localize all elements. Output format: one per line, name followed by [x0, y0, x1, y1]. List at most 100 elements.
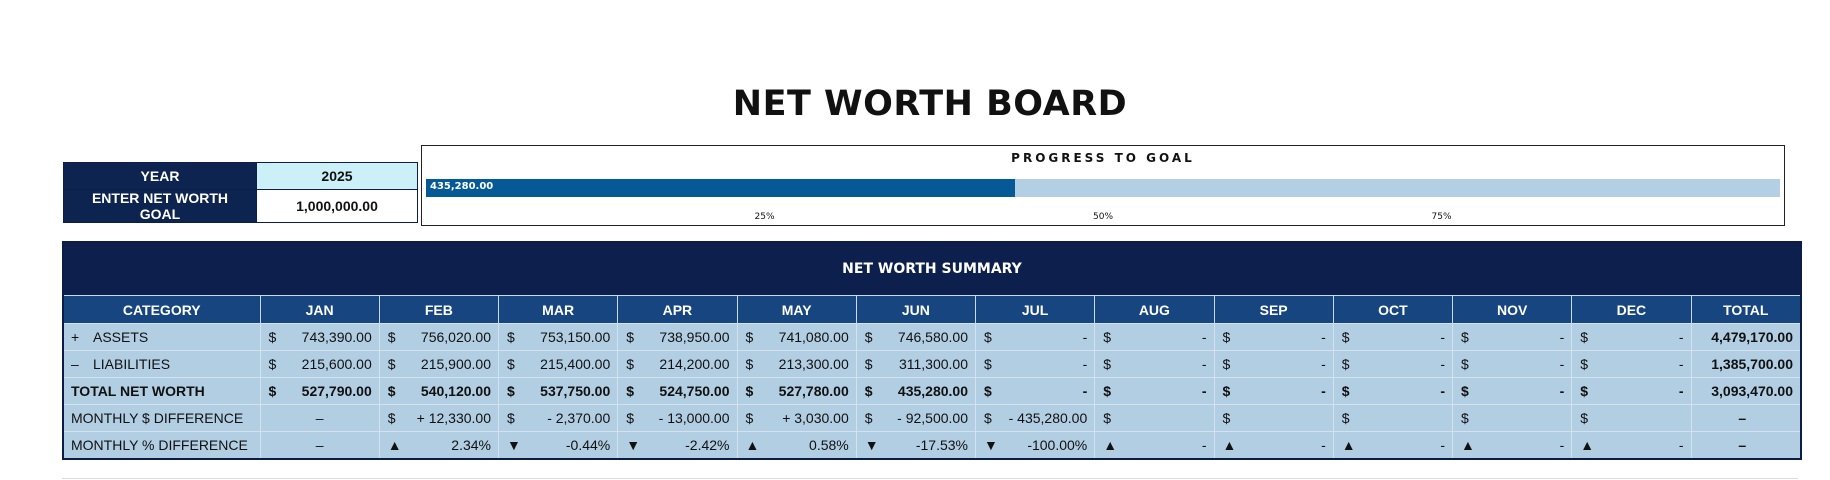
up-arrow-icon: ▲	[1103, 437, 1118, 453]
cell-value: 527,780.00	[778, 383, 849, 399]
cell-value: -	[1082, 356, 1088, 372]
currency-symbol: $	[507, 383, 515, 399]
summary-title: NET WORTH SUMMARY	[842, 261, 1022, 277]
column-header: FEB	[379, 295, 500, 324]
month-cell: $527,780.00	[737, 377, 857, 405]
cell-value: 540,120.00	[420, 383, 491, 399]
cell-value: -	[1440, 356, 1445, 372]
cell-value: -	[1201, 329, 1207, 345]
currency-symbol: $	[984, 383, 992, 399]
summary-table: CATEGORY JAN FEB MAR APR MAY JUN JUL AUG SEP OCT NO…	[64, 295, 1800, 458]
currency-symbol: $	[1461, 329, 1469, 345]
month-cell: $ -	[1214, 323, 1334, 351]
currency-symbol: $	[864, 383, 873, 399]
currency-symbol: $	[1580, 329, 1589, 345]
cell-value: - 92,500.00	[897, 410, 968, 426]
progress-tick-label: 50%	[1092, 212, 1114, 222]
cell-value: 738,950.00	[659, 329, 730, 345]
month-cell: $756,020.00	[379, 323, 500, 351]
cell-value: + 3,030.00	[782, 410, 849, 426]
currency-symbol: $	[387, 329, 396, 345]
cell-value: 753,150.00	[540, 329, 611, 345]
cell-value: + 12,330.00	[416, 410, 491, 426]
month-cell: $ -	[1094, 350, 1215, 378]
table-row: – LIABILITIES $215,600.00 $215,900.00 $215,4…	[64, 350, 1800, 378]
cell-value: -0.44%	[565, 437, 611, 453]
cell-value: -	[1321, 329, 1326, 345]
cell-value: 215,900.00	[420, 356, 491, 372]
month-cell: $ -	[1333, 323, 1454, 351]
cell-value: 214,200.00	[659, 356, 730, 372]
cell-value: 743,390.00	[301, 329, 372, 345]
currency-symbol: $	[984, 329, 992, 345]
currency-symbol: $	[1461, 410, 1469, 426]
column-header: JUL	[975, 295, 1096, 324]
column-header: JUN	[856, 295, 977, 324]
month-cell: $215,600.00	[260, 350, 380, 378]
month-cell: $ -	[1452, 323, 1573, 351]
month-cell: $537,750.00	[498, 377, 619, 405]
column-header: APR	[617, 295, 738, 324]
currency-symbol: $	[1341, 356, 1350, 372]
month-cell: ▼ -100.00%	[975, 431, 1096, 458]
progress-title: PROGRESS TO GOAL	[1011, 151, 1195, 165]
progress-fill: 435,280.00	[426, 179, 1015, 197]
month-cell: $ - 435,280.00	[975, 404, 1096, 432]
row-total: –	[1691, 404, 1800, 432]
year-input[interactable]: 2025	[256, 162, 418, 190]
column-header: OCT	[1333, 295, 1454, 324]
month-cell: ▲ -	[1214, 431, 1334, 458]
table-row: MONTHLY $ DIFFERENCE – $ + 12,330.00 $ - 2,37…	[64, 404, 1800, 432]
goal-settings-table: YEAR 2025 ENTER NET WORTH GOAL 1,000,000…	[63, 162, 418, 223]
cell-value: -	[1201, 383, 1207, 399]
table-row: + ASSETS $743,390.00 $756,020.00 $753,150.00…	[64, 323, 1800, 351]
month-cell: $	[1452, 404, 1573, 432]
month-cell: $435,280.00	[856, 377, 977, 405]
currency-symbol: $	[864, 329, 873, 345]
cell-value: 537,750.00	[540, 383, 611, 399]
table-row: MONTHLY % DIFFERENCE – ▲ 2.34% ▼ -0.44% ▼ -2.42…	[64, 431, 1800, 458]
currency-symbol: $	[507, 410, 515, 426]
up-arrow-icon: ▲	[387, 437, 402, 453]
month-cell: $ -	[1094, 323, 1215, 351]
currency-symbol: $	[387, 410, 396, 426]
currency-symbol: $	[864, 410, 873, 426]
up-arrow-icon: ▲	[1461, 437, 1475, 453]
currency-symbol: $	[268, 356, 277, 372]
month-cell: $	[1094, 404, 1215, 432]
currency-symbol: $	[1580, 356, 1589, 372]
month-cell: –	[260, 404, 380, 432]
cell-value: - 13,000.00	[658, 410, 730, 426]
row-label: TOTAL NET WORTH	[71, 383, 205, 399]
currency-symbol: $	[984, 410, 992, 426]
month-cell: $ -	[1571, 323, 1692, 351]
month-cell: $ - 92,500.00	[856, 404, 977, 432]
currency-symbol: $	[1222, 410, 1231, 426]
progress-to-goal-panel: PROGRESS TO GOAL 435,280.00 25% 50% 75%	[421, 145, 1785, 226]
currency-symbol: $	[626, 356, 635, 372]
month-cell: $746,580.00	[856, 323, 977, 351]
cell-value: 741,080.00	[778, 329, 849, 345]
month-cell: $	[1214, 404, 1334, 432]
currency-symbol: $	[1341, 383, 1350, 399]
currency-symbol: $	[1222, 356, 1231, 372]
month-cell: $ -	[975, 350, 1096, 378]
month-cell: ▲ 0.58%	[737, 431, 857, 458]
currency-symbol: $	[864, 356, 873, 372]
cell-value: -	[1678, 437, 1684, 453]
cell-value: -	[1321, 437, 1326, 453]
cell-value: 311,300.00	[898, 356, 968, 372]
up-arrow-icon: ▲	[1580, 437, 1595, 453]
cell-value: -	[1201, 356, 1207, 372]
up-arrow-icon: ▲	[745, 437, 760, 453]
month-cell: $540,120.00	[379, 377, 500, 405]
month-cell: $524,750.00	[617, 377, 738, 405]
row-sign: +	[71, 329, 80, 345]
month-cell: $ -	[1094, 377, 1215, 405]
month-cell: ▼ -17.53%	[856, 431, 977, 458]
month-cell: $738,950.00	[617, 323, 738, 351]
row-label: LIABILITIES	[93, 356, 171, 372]
row-total: –	[1691, 431, 1800, 458]
month-cell: $743,390.00	[260, 323, 380, 351]
goal-input[interactable]: 1,000,000.00	[256, 189, 418, 223]
